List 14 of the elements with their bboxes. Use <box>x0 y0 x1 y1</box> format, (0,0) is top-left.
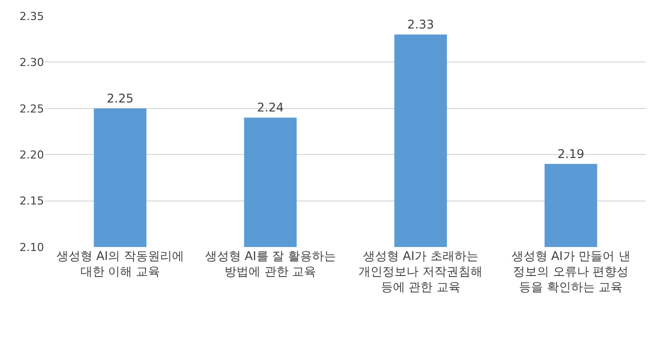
y-tick-label: 2.15 <box>20 194 44 208</box>
y-tick-label: 2.20 <box>20 148 44 162</box>
y-tick-label: 2.10 <box>20 240 44 254</box>
data-label: 2.33 <box>407 17 434 32</box>
x-tick-label: 생성형 AI를 잘 활용하는 방법에 관한 교육 <box>204 249 336 279</box>
y-tick-label: 2.25 <box>20 102 44 116</box>
y-tick-label: 2.30 <box>20 56 44 70</box>
y-tick-label: 2.35 <box>20 10 44 23</box>
x-tick-label: 생성형 AI가 만들어 낸 정보의 오류나 편향성 등을 확인하는 교육 <box>511 249 630 294</box>
data-label: 2.19 <box>558 146 584 161</box>
x-tick-label: 생성형 AI의 작동원리에 대한 이해 교육 <box>56 249 184 279</box>
data-label: 2.24 <box>257 100 284 115</box>
x-tick-label: 생성형 AI가 초래하는 개인정보나 저작권침해 등에 관한 교육 <box>358 249 483 294</box>
data-label: 2.25 <box>106 91 134 106</box>
